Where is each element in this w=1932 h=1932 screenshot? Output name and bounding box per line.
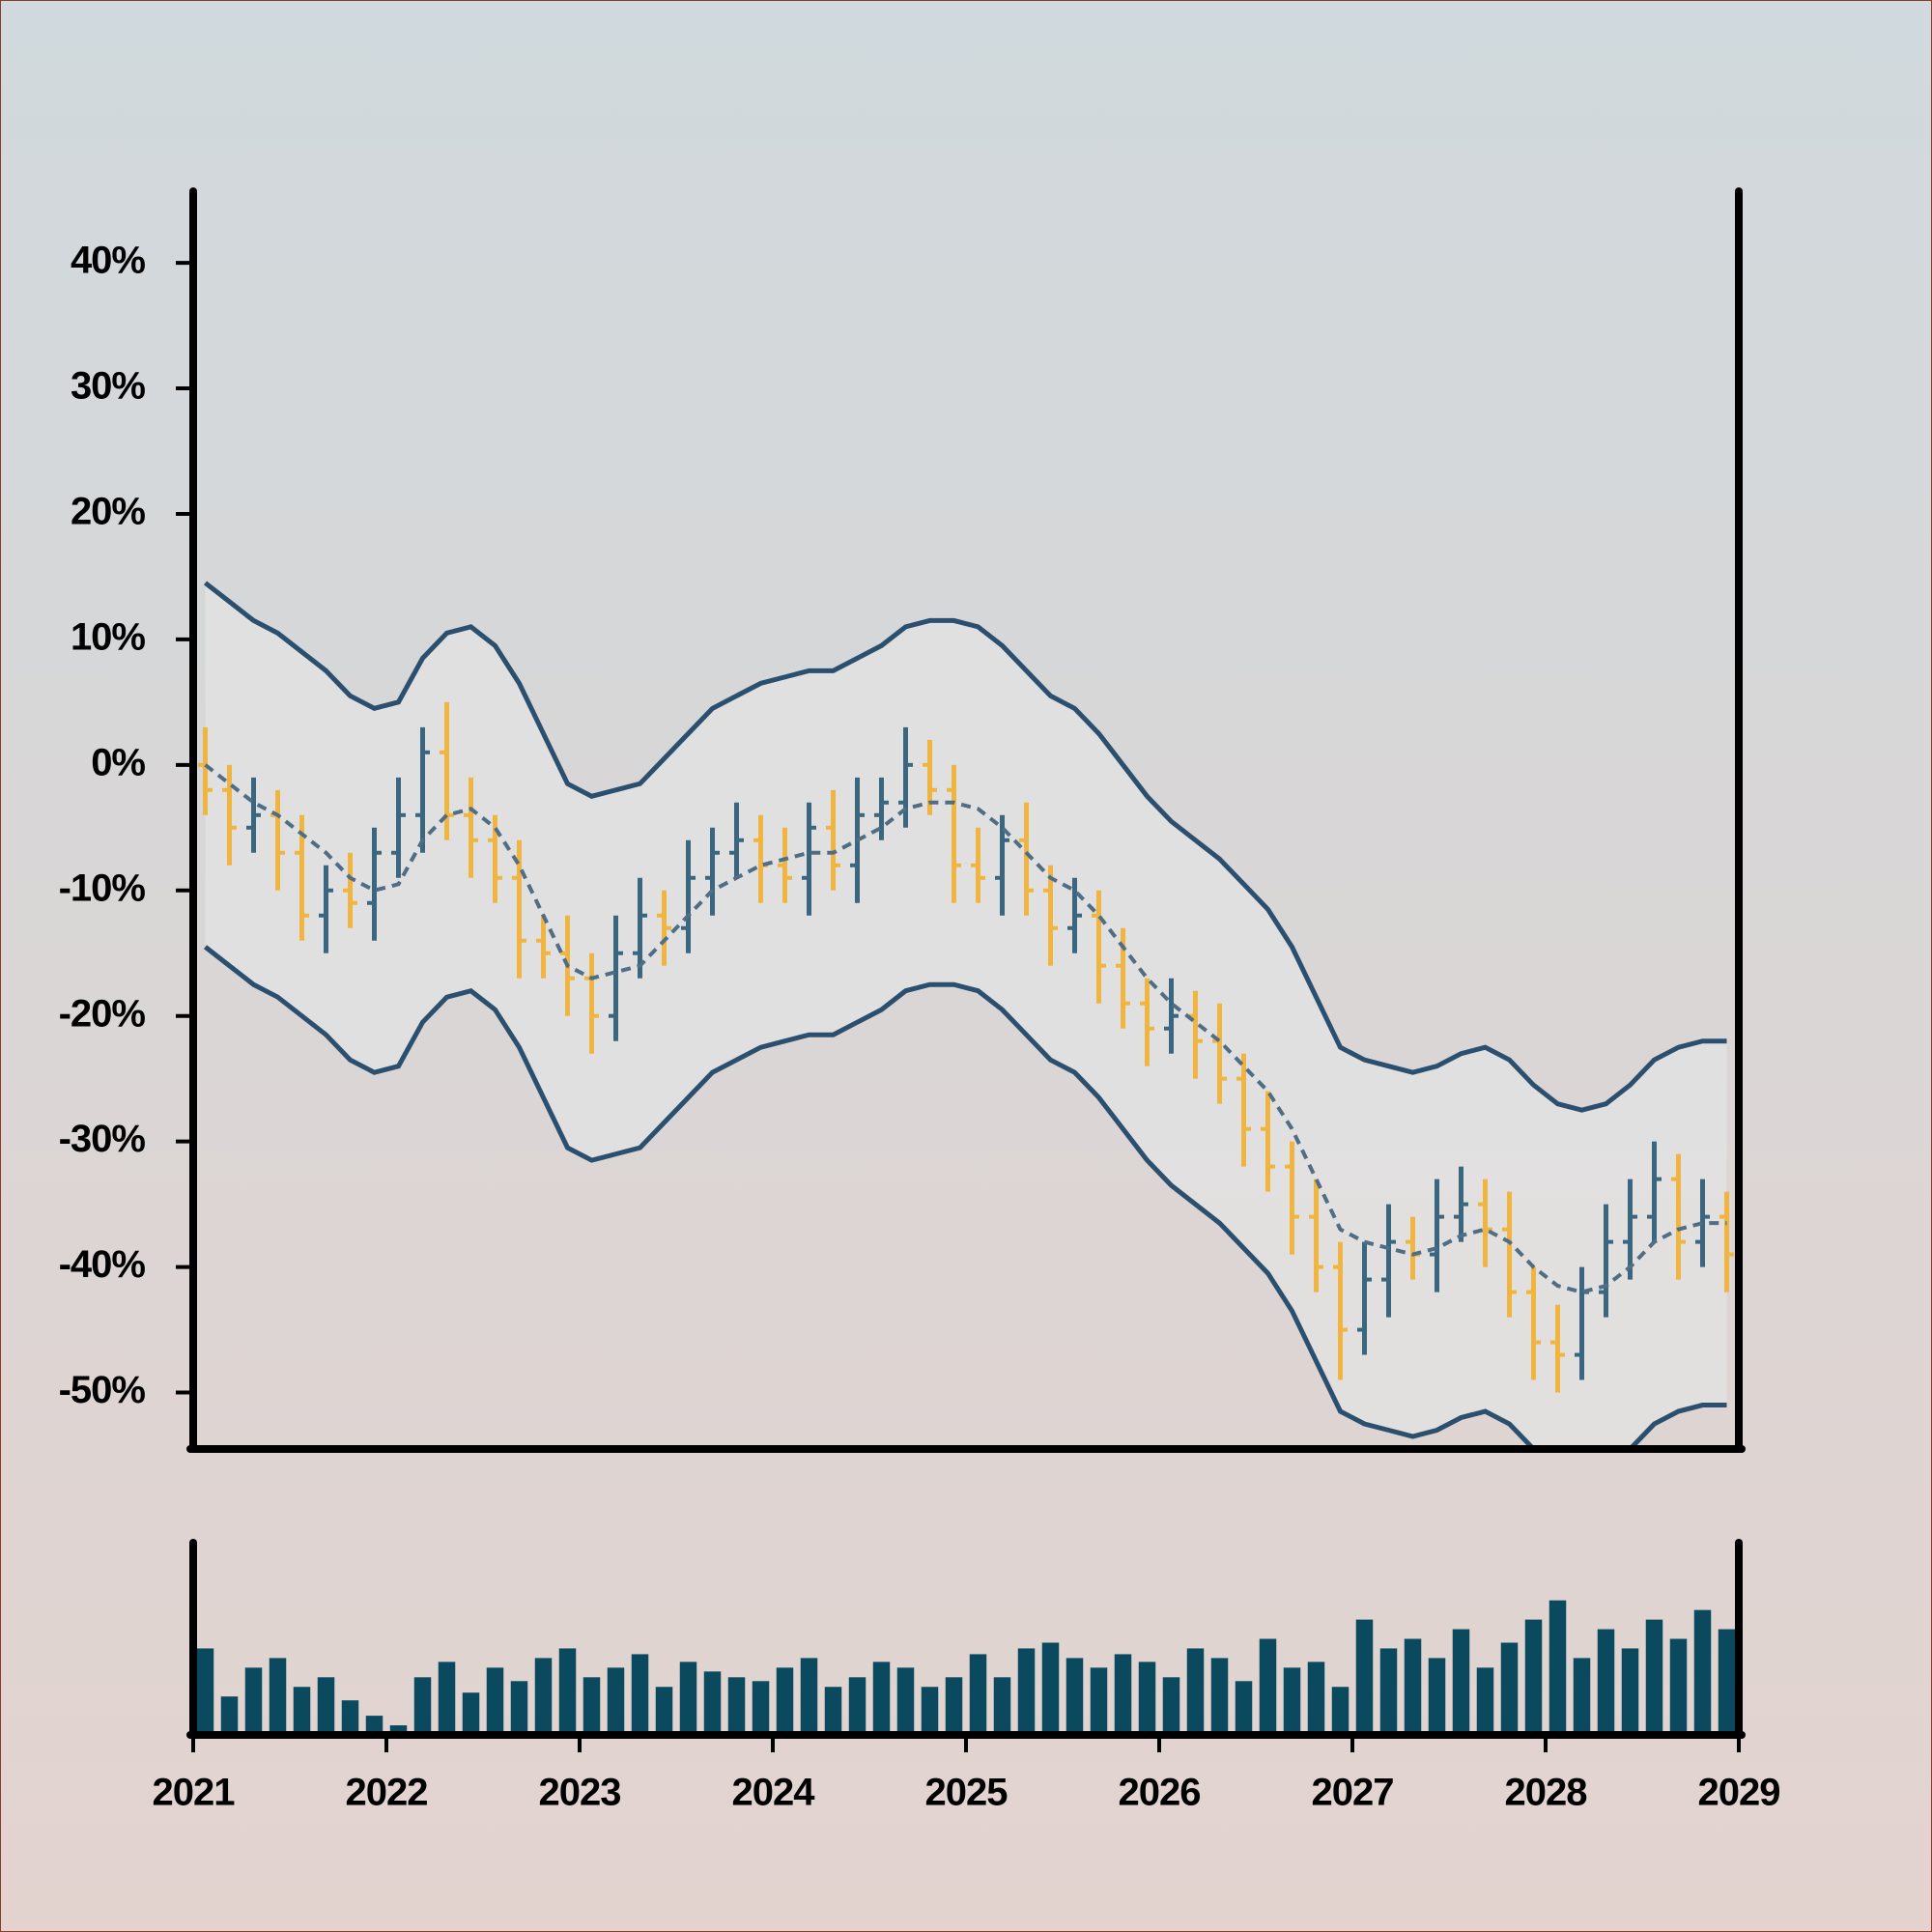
volume-bar xyxy=(1041,1642,1060,1735)
volume-bar xyxy=(1186,1648,1205,1735)
volume-bar xyxy=(1090,1667,1108,1735)
volume-bar xyxy=(921,1687,939,1735)
volume-bar xyxy=(969,1654,987,1735)
volume-bar xyxy=(752,1681,770,1735)
upper-band xyxy=(203,581,1727,1113)
band-fill xyxy=(205,582,1727,1449)
volume-bar xyxy=(413,1677,432,1735)
volume-bar xyxy=(1210,1658,1229,1735)
volume-bar xyxy=(510,1681,528,1735)
x-tick-label: 2024 xyxy=(732,1772,816,1814)
volume-bar xyxy=(1138,1662,1156,1735)
volume-bar xyxy=(1307,1662,1325,1735)
volume-bar xyxy=(1669,1638,1688,1735)
volume-bar xyxy=(558,1648,577,1735)
volume-bar xyxy=(220,1696,239,1735)
volume-bar xyxy=(365,1716,384,1735)
volume-bar xyxy=(1693,1609,1712,1735)
volume-bar xyxy=(341,1700,359,1735)
volume-bar xyxy=(462,1692,480,1735)
volume-bar xyxy=(1235,1681,1253,1735)
volume-bar xyxy=(800,1658,818,1735)
volume-bar xyxy=(438,1662,456,1735)
x-tick-label: 2029 xyxy=(1698,1772,1780,1814)
volume-bar xyxy=(1597,1629,1615,1735)
volume-bar xyxy=(1355,1619,1374,1735)
moving-average xyxy=(204,763,1727,1294)
y-tick-label: -40% xyxy=(59,1243,146,1286)
volume-bar xyxy=(824,1687,842,1735)
volume-bar xyxy=(1404,1638,1422,1735)
volume-bar xyxy=(1621,1648,1639,1735)
lower-band xyxy=(203,945,1727,1449)
volume-bar xyxy=(1283,1667,1301,1735)
y-tick-label: -30% xyxy=(59,1118,146,1160)
x-tick-label: 2026 xyxy=(1119,1772,1201,1814)
volume-bar xyxy=(631,1654,649,1735)
volume-bar xyxy=(1718,1629,1736,1735)
y-tick-label: 10% xyxy=(71,615,145,658)
volume-bar xyxy=(389,1725,408,1735)
y-tick-label: 20% xyxy=(71,491,145,533)
volume-bar xyxy=(1573,1658,1591,1735)
volume-bar xyxy=(872,1662,891,1735)
volume-bar xyxy=(1645,1619,1663,1735)
x-tick-label: 2023 xyxy=(539,1772,621,1814)
volume-bar xyxy=(1428,1658,1446,1735)
volume-bar xyxy=(703,1671,722,1735)
volume-bar xyxy=(1452,1629,1470,1735)
volume-bar xyxy=(1065,1658,1084,1735)
volume-bar xyxy=(896,1667,915,1735)
volume-bar xyxy=(534,1658,553,1735)
volume-bar xyxy=(1259,1638,1277,1735)
volume-bar xyxy=(1548,1600,1567,1735)
volume-bar xyxy=(1524,1619,1543,1735)
volume-bar xyxy=(1379,1648,1398,1735)
x-tick-label: 2021 xyxy=(153,1772,236,1814)
volume-panel xyxy=(196,1600,1736,1735)
x-tick-label: 2028 xyxy=(1505,1772,1588,1814)
volume-bar xyxy=(993,1677,1011,1735)
volume-bar xyxy=(317,1677,335,1735)
volume-bar xyxy=(293,1687,311,1735)
volume-bar xyxy=(269,1658,287,1735)
plot-area xyxy=(198,581,1734,1449)
y-tick-label: -20% xyxy=(59,992,146,1035)
y-tick-label: -50% xyxy=(59,1369,146,1411)
volume-bar xyxy=(196,1648,214,1735)
volume-bar xyxy=(679,1662,697,1735)
y-tick-label: 0% xyxy=(91,741,145,783)
volume-bar xyxy=(1017,1648,1036,1735)
volume-bar xyxy=(244,1667,263,1735)
x-tick-label: 2022 xyxy=(346,1772,428,1814)
y-tick-label: 40% xyxy=(71,240,145,282)
volume-bar xyxy=(848,1677,867,1735)
volume-bar xyxy=(1331,1687,1350,1735)
volume-bar xyxy=(582,1677,601,1735)
x-tick-label: 2025 xyxy=(925,1772,1009,1814)
volume-bar xyxy=(1162,1677,1180,1735)
volume-bar xyxy=(607,1667,625,1735)
volume-bar xyxy=(727,1677,746,1735)
volume-bar xyxy=(776,1667,794,1735)
volume-bar xyxy=(1114,1654,1132,1735)
volume-bar xyxy=(945,1677,963,1735)
axes: 40% 30% 20% 10% 0% -10% -20% -30% -40% -50% 2021 20… xyxy=(59,187,1780,1814)
volume-bar xyxy=(1476,1667,1494,1735)
x-tick-label: 2027 xyxy=(1312,1772,1394,1814)
y-tick-label: -10% xyxy=(59,867,146,909)
y-tick-label: 30% xyxy=(71,365,145,408)
volume-bar xyxy=(486,1667,504,1735)
volume-bar xyxy=(655,1687,673,1735)
volume-bar xyxy=(1500,1642,1519,1735)
